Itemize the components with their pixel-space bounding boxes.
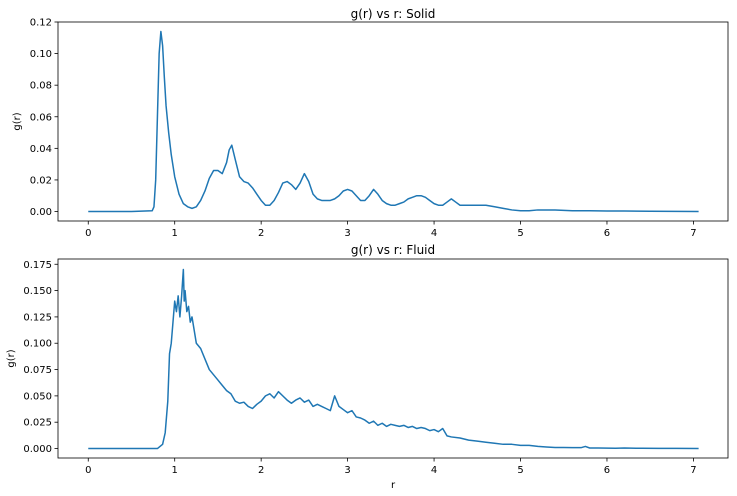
- fluid-y-axis-label: g(r): [6, 349, 17, 367]
- fluid-series-line: [88, 268, 699, 450]
- solid-y-tick-label: 0.10: [30, 49, 52, 60]
- fluid-chart-panel: g(r) vs r: Fluid g(r) r 0 1 2 3 4 5 6 7 0.000 0.0…: [6, 243, 729, 491]
- fluid-y-tick-label: 0.050: [23, 391, 52, 402]
- fluid-y-tick-label: 0.175: [23, 260, 52, 271]
- solid-x-tick-label: 4: [431, 228, 437, 239]
- fluid-x-tick-label: 2: [258, 465, 264, 476]
- solid-x-tick-label: 1: [172, 228, 178, 239]
- fluid-y-tick-label: 0.100: [23, 339, 52, 350]
- solid-x-tick-label: 7: [690, 228, 696, 239]
- solid-x-tick-label: 0: [85, 228, 91, 239]
- solid-y-tick-label: 0.12: [30, 18, 52, 29]
- fluid-y-tick-label: 0.150: [23, 286, 52, 297]
- solid-series-line: [88, 30, 699, 213]
- fluid-axis-ticks: 0 1 2 3 4 5 6 7 0.000 0.025 0.050 0.075 0.100 0.125 0.…: [23, 260, 696, 476]
- fluid-x-tick-label: 6: [604, 465, 610, 476]
- fluid-plot-frame: [57, 258, 729, 459]
- solid-y-tick-label: 0.06: [30, 112, 52, 123]
- solid-x-tick-label: 3: [344, 228, 350, 239]
- solid-plot-frame: [57, 21, 729, 222]
- solid-chart-panel: g(r) vs r: Solid g(r) 0 1 2 3 4 5 6 7 0.00 0.02 0.…: [12, 7, 729, 240]
- solid-x-tick-label: 5: [517, 228, 523, 239]
- solid-y-tick-label: 0.04: [30, 144, 52, 155]
- fluid-x-tick-label: 1: [172, 465, 178, 476]
- fluid-y-tick-label: 0.125: [23, 312, 52, 323]
- fluid-x-tick-label: 7: [690, 465, 696, 476]
- fluid-y-tick-label: 0.025: [23, 418, 52, 429]
- fluid-x-tick-label: 0: [85, 465, 91, 476]
- fluid-y-tick-label: 0.000: [23, 444, 52, 455]
- solid-chart-title: g(r) vs r: Solid: [351, 7, 436, 21]
- solid-y-tick-label: 0.00: [30, 207, 52, 218]
- fluid-x-tick-label: 3: [344, 465, 350, 476]
- solid-y-tick-label: 0.08: [30, 81, 52, 92]
- solid-x-tick-label: 2: [258, 228, 264, 239]
- fluid-y-tick-label: 0.075: [23, 365, 52, 376]
- fluid-x-tick-label: 4: [431, 465, 437, 476]
- solid-axis-ticks: 0 1 2 3 4 5 6 7 0.00 0.02 0.04 0.06 0.08 0.10 0.12: [30, 18, 697, 240]
- fluid-chart-title: g(r) vs r: Fluid: [351, 243, 435, 257]
- fluid-x-axis-label: r: [391, 480, 396, 491]
- solid-y-axis-label: g(r): [12, 112, 23, 130]
- solid-y-tick-label: 0.02: [30, 175, 52, 186]
- fluid-x-tick-label: 5: [517, 465, 523, 476]
- solid-x-tick-label: 6: [604, 228, 610, 239]
